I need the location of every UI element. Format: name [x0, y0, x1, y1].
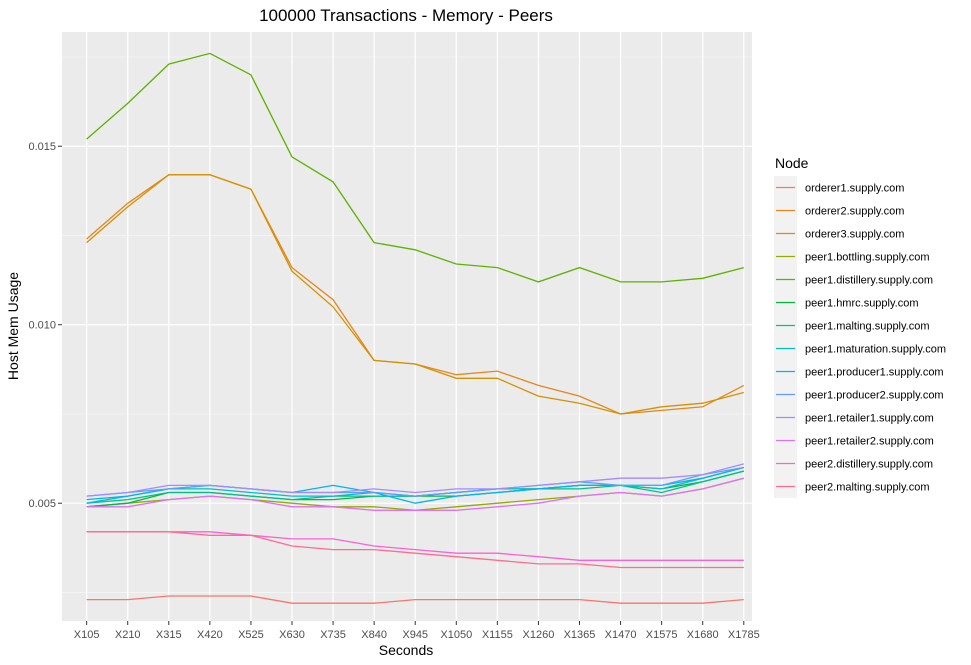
series-line-9 — [86, 466, 744, 497]
series-line-2 — [86, 174, 744, 415]
y-axis: 0.005 0.010 0.015 — [28, 141, 62, 510]
x-tick-label: X1260 — [523, 629, 555, 641]
legend-label: peer1.maturation.supply.com — [805, 344, 946, 356]
series-line-10 — [86, 463, 744, 497]
x-tick-label: X1680 — [687, 629, 719, 641]
legend-label: peer1.producer2.supply.com — [805, 390, 944, 402]
y-tick-label: 0.010 — [28, 320, 56, 332]
x-tick-label: X1575 — [646, 629, 678, 641]
series-line-4 — [86, 52, 744, 283]
y-axis-title: Host Mem Usage — [5, 272, 21, 380]
legend-label: peer1.retailer1.supply.com — [805, 413, 934, 425]
x-tick-label: X630 — [279, 629, 305, 641]
legend-label: peer1.retailer2.supply.com — [805, 436, 934, 448]
x-tick-label: X1365 — [564, 629, 596, 641]
legend-label: peer1.producer1.supply.com — [805, 367, 944, 379]
legend: Node orderer1.supply.com orderer2.supply.… — [774, 155, 946, 498]
legend-title: Node — [775, 155, 809, 171]
x-tick-label: X840 — [361, 629, 387, 641]
chart-title: 100000 Transactions - Memory - Peers — [259, 6, 553, 25]
legend-label: peer1.distillery.supply.com — [805, 275, 933, 287]
legend-label: peer1.bottling.supply.com — [805, 252, 930, 264]
x-tick-label: X210 — [115, 629, 141, 641]
x-tick-label: X525 — [238, 629, 264, 641]
legend-label: orderer2.supply.com — [805, 206, 904, 218]
x-tick-label: X105 — [74, 629, 100, 641]
legend-label: peer1.malting.supply.com — [805, 321, 930, 333]
x-axis-title: Seconds — [379, 642, 433, 658]
x-axis: X105 X210 X315 X420 X525 X630 X735 X840 X945 X105… — [74, 621, 760, 641]
x-tick-label: X735 — [320, 629, 346, 641]
major-gridlines — [62, 32, 752, 621]
minor-gridlines — [62, 56, 752, 593]
series-line-12 — [86, 531, 744, 561]
legend-label: orderer3.supply.com — [805, 229, 904, 241]
legend-label: peer1.hmrc.supply.com — [805, 298, 919, 310]
series-lines — [86, 52, 745, 604]
y-tick-label: 0.005 — [28, 498, 56, 510]
legend-label: peer2.distillery.supply.com — [805, 459, 933, 471]
x-tick-label: X315 — [156, 629, 182, 641]
legend-label: peer2.malting.supply.com — [805, 482, 930, 494]
plot-panel — [62, 32, 752, 621]
x-tick-label: X420 — [197, 629, 223, 641]
x-tick-label: X945 — [402, 629, 428, 641]
series-line-11 — [86, 477, 744, 511]
series-line-13 — [86, 531, 744, 569]
legend-items: orderer1.supply.com orderer2.supply.com or… — [774, 176, 946, 498]
legend-label: orderer1.supply.com — [805, 183, 904, 195]
x-tick-label: X1470 — [605, 629, 637, 641]
y-tick-label: 0.015 — [28, 141, 56, 153]
series-line-0 — [86, 595, 744, 604]
x-tick-label: X1050 — [440, 629, 472, 641]
x-tick-label: X1785 — [728, 629, 760, 641]
x-tick-label: X1155 — [482, 629, 513, 641]
